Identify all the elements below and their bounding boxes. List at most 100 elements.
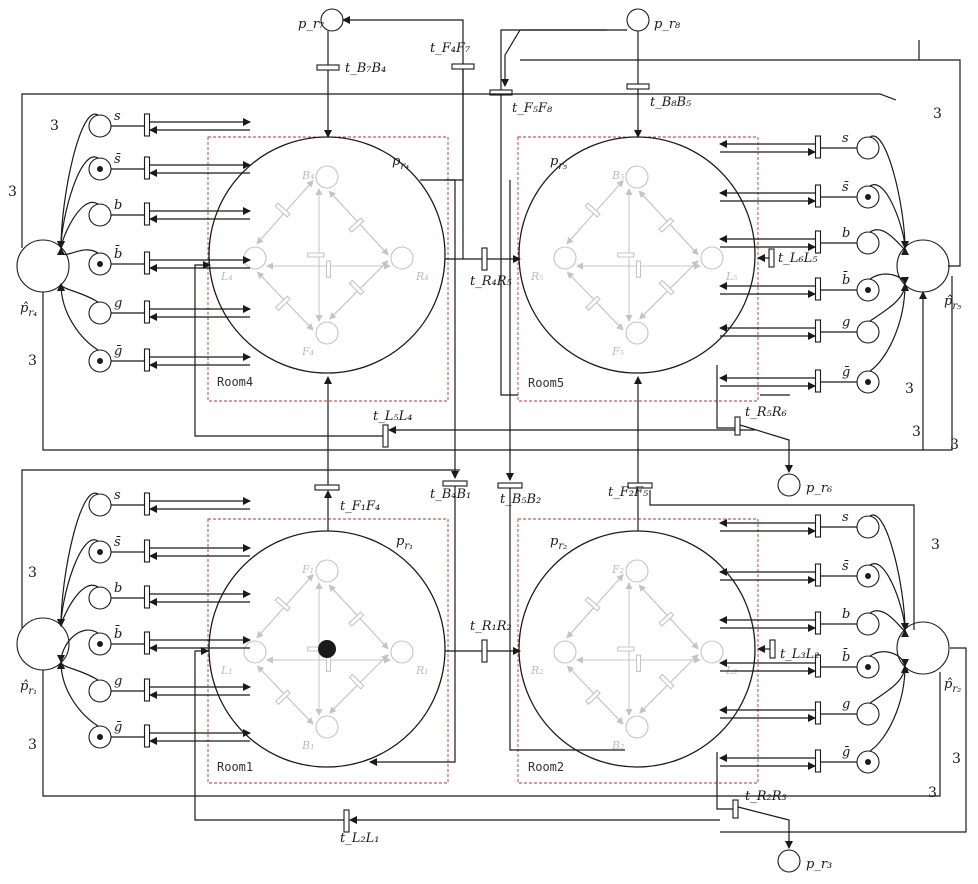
inner-place-label: R₅	[530, 270, 544, 283]
transition-t-b7b4	[316, 64, 340, 71]
inner-place-label: B₂	[611, 739, 625, 752]
sensor-token	[97, 549, 103, 555]
sensor-transition	[814, 654, 822, 678]
weight-label: 3	[905, 381, 914, 397]
sensor-label: b	[842, 226, 850, 241]
pr6-label: p_r₆	[806, 481, 832, 496]
sensor-token	[865, 573, 871, 579]
inner-transition	[658, 279, 675, 296]
sensor-label: s	[114, 109, 121, 124]
sensor-transition	[143, 492, 151, 516]
sensor-token	[97, 358, 103, 364]
t-l3l2-label: t_L₃L₂	[780, 647, 819, 662]
room1-label: Room1	[217, 760, 253, 774]
inner-transition	[275, 689, 291, 705]
weight-label: 3	[931, 537, 940, 553]
place-pr7	[320, 8, 344, 32]
sensor-transition	[814, 230, 822, 254]
inner-place	[390, 246, 414, 270]
inner-transition	[326, 260, 331, 278]
arc	[869, 135, 909, 249]
r2-sensor-group: b	[719, 607, 909, 638]
hat-r4-label: p̂r₄	[20, 301, 37, 319]
sensor-transition	[143, 202, 151, 226]
weight-label: 3	[28, 353, 37, 369]
r2-sensor-group: ḡ	[719, 665, 909, 774]
weight-label: 3	[950, 437, 959, 453]
arc	[869, 651, 909, 667]
sensor-label: b	[842, 607, 850, 622]
sensor-place	[856, 136, 880, 160]
r5-sensor-group: g	[719, 283, 909, 344]
arc	[869, 273, 909, 285]
inner-place	[625, 321, 649, 345]
arc	[869, 610, 909, 638]
sensor-label: g	[842, 697, 850, 712]
inner-place-label: R₄	[415, 270, 429, 283]
room1-place-label: pr₁	[396, 534, 413, 552]
sensor-transition	[143, 585, 151, 609]
inner-net-r4: B₄ L₄ R₄ F₄	[220, 165, 429, 358]
inner-transition	[584, 596, 601, 612]
inner-place	[553, 640, 577, 664]
r2-sensor-group: s	[719, 510, 909, 631]
r1-sensor-group: s̄	[57, 535, 251, 627]
t-b8b5-label: t_B₈B₅	[650, 95, 692, 110]
sensor-transition	[143, 678, 151, 702]
pr7-label: p_r₇	[298, 17, 325, 32]
arc	[57, 283, 99, 303]
arc	[869, 514, 909, 631]
r4-sensor-group: g	[57, 283, 251, 325]
inner-place-label: B₅	[611, 169, 625, 182]
r5-sensor-group: s	[719, 131, 909, 249]
room4-label: Room4	[217, 375, 253, 389]
sensor-transition	[814, 563, 822, 587]
inner-place	[700, 246, 724, 270]
sensor-place	[856, 231, 880, 255]
sensor-label: s̄	[842, 180, 849, 195]
sensor-label: s̄	[114, 535, 121, 550]
transition-t-l2l1	[343, 809, 350, 833]
sensor-token	[865, 664, 871, 670]
sensor-transition	[143, 156, 151, 180]
sensor-place	[88, 203, 112, 227]
sensor-token	[97, 734, 103, 740]
r5-sensor-group: b	[719, 226, 909, 256]
inner-place	[625, 165, 649, 189]
room5-place-label: pr₅	[550, 154, 567, 172]
sensor-label: s	[842, 131, 849, 146]
r4-sensor-group: s	[57, 109, 251, 249]
inner-place-label: B₄	[301, 169, 315, 182]
arc	[869, 665, 909, 752]
pr3-label: p_r₃	[806, 857, 832, 872]
weight-label: 3	[933, 106, 942, 122]
inner-place	[625, 715, 649, 739]
arc	[869, 229, 909, 256]
sensor-transition	[143, 113, 151, 137]
sensor-transition	[814, 514, 822, 538]
weight-label: 3	[952, 751, 961, 767]
sensor-place	[88, 114, 112, 138]
inner-transition	[585, 689, 601, 705]
inner-place	[553, 246, 577, 270]
sensor-label: s̄	[114, 152, 121, 167]
r4-sensor-group: b	[57, 198, 251, 249]
sensor-transition	[143, 724, 151, 748]
arc	[57, 113, 99, 249]
inner-transition	[658, 673, 675, 690]
inner-place-label: L₁	[220, 664, 233, 677]
t-f1f4-label: t_F₁F₄	[340, 499, 380, 514]
sensor-token	[865, 379, 871, 385]
place-pr6	[777, 473, 801, 497]
arc	[57, 661, 99, 727]
weight-label: 3	[912, 424, 921, 440]
place-pr8	[626, 8, 650, 32]
inner-transition	[658, 217, 675, 233]
r1-sensor-group: b	[57, 581, 251, 627]
inner-place	[390, 640, 414, 664]
sensor-label: b	[114, 198, 122, 213]
inner-transition	[636, 260, 641, 278]
sensor-token	[865, 759, 871, 765]
r5-sensor-group: s̄	[719, 180, 909, 249]
inner-place-label: L₄	[220, 270, 233, 283]
